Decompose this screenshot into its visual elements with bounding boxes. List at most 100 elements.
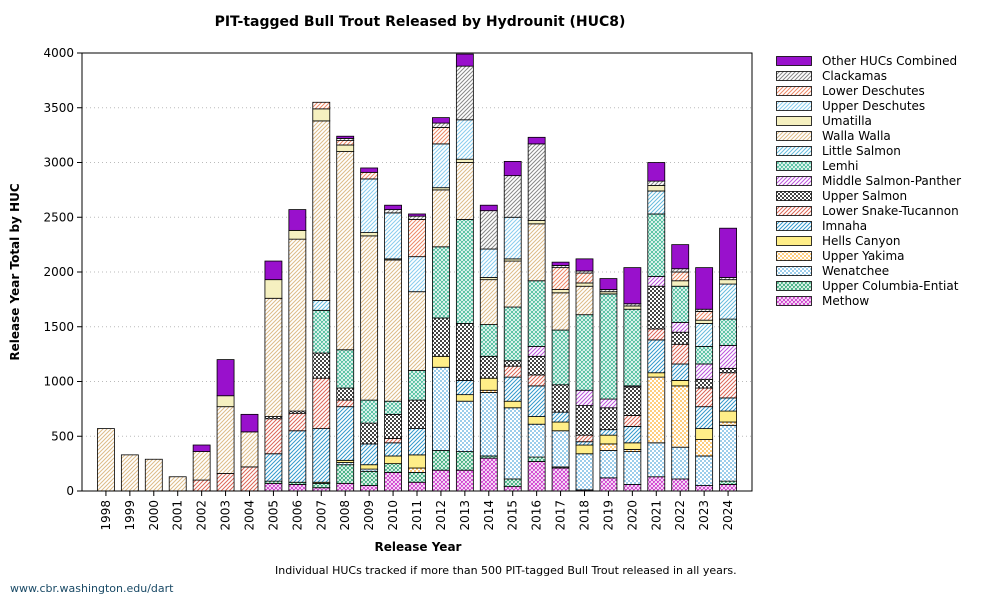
bar-segment bbox=[479, 210, 498, 250]
bar-segment bbox=[455, 158, 474, 163]
bar-segment bbox=[336, 464, 355, 484]
bar-segment bbox=[264, 279, 283, 299]
bar-segment bbox=[384, 463, 402, 473]
bar-segment bbox=[623, 305, 642, 310]
bar-segment bbox=[360, 399, 379, 424]
bar-segment bbox=[264, 453, 283, 482]
bar-segment bbox=[144, 458, 163, 492]
bar-segment bbox=[599, 278, 618, 290]
bar-segment bbox=[240, 466, 259, 492]
bar-segment bbox=[575, 314, 594, 391]
bar-segment bbox=[312, 101, 331, 110]
legend-swatch bbox=[776, 205, 812, 216]
bar-segment bbox=[336, 140, 355, 146]
x-tick-label: 1998 bbox=[99, 500, 113, 531]
bar-segment bbox=[264, 297, 283, 417]
bar-segment bbox=[384, 413, 402, 439]
bar-segment bbox=[336, 387, 355, 401]
bar-segment bbox=[551, 421, 570, 432]
bar-segment bbox=[432, 366, 450, 451]
bar-segment bbox=[216, 473, 235, 492]
x-tick-label: 1999 bbox=[123, 500, 137, 531]
bar-segment bbox=[575, 405, 594, 436]
bar-segment bbox=[408, 481, 426, 492]
x-tick-label: 2002 bbox=[195, 500, 209, 531]
bar-segment bbox=[408, 219, 426, 258]
bar-segment bbox=[575, 453, 594, 491]
bar-segment bbox=[527, 223, 546, 282]
bar-segment bbox=[479, 377, 498, 391]
legend-label: Umatilla bbox=[822, 113, 872, 128]
bar-segment bbox=[360, 167, 379, 173]
bar-segment bbox=[408, 213, 426, 217]
bar-segment bbox=[575, 282, 594, 287]
bar-segment bbox=[432, 127, 450, 145]
legend-label: Middle Salmon-Panther bbox=[822, 173, 962, 188]
x-tick-label: 2017 bbox=[554, 500, 568, 531]
bar-segment bbox=[527, 461, 546, 492]
bar-segment bbox=[623, 425, 642, 444]
legend-item: Middle Salmon-Panther bbox=[776, 173, 961, 188]
legend-label: Upper Deschutes bbox=[822, 98, 926, 113]
legend-item: Other HUCs Combined bbox=[776, 53, 961, 68]
bar-segment bbox=[384, 471, 402, 492]
bar-segment bbox=[288, 238, 307, 412]
bar-segment bbox=[216, 406, 235, 474]
x-tick-label: 2020 bbox=[625, 500, 639, 531]
x-tick-label: 2008 bbox=[338, 500, 352, 531]
bar-segment bbox=[695, 406, 714, 429]
legend-item: Imnaha bbox=[776, 218, 961, 233]
bar-segment bbox=[455, 394, 474, 402]
bar-segment bbox=[575, 444, 594, 455]
bar-segment bbox=[264, 418, 283, 455]
bar-segment bbox=[695, 363, 714, 380]
bar-segment bbox=[551, 289, 570, 294]
legend-item: Clackamas bbox=[776, 68, 961, 83]
legend-swatch bbox=[776, 160, 812, 171]
bar-segment bbox=[647, 185, 666, 192]
x-tick-label: 2018 bbox=[578, 500, 592, 531]
bar-segment bbox=[408, 428, 426, 456]
bar-segment bbox=[432, 450, 450, 471]
bar-segment bbox=[551, 411, 570, 423]
bar-segment bbox=[671, 380, 690, 387]
bar-segment bbox=[647, 190, 666, 215]
bar-segment bbox=[599, 429, 618, 436]
bar-segment bbox=[455, 162, 474, 220]
legend-item: Upper Deschutes bbox=[776, 98, 961, 113]
bar-segment bbox=[527, 143, 546, 221]
legend-swatch bbox=[776, 100, 812, 111]
bar-segment bbox=[336, 144, 355, 152]
bar-segment bbox=[527, 385, 546, 417]
x-tick-label: 2010 bbox=[386, 500, 400, 531]
x-tick-label: 2021 bbox=[649, 500, 663, 531]
bar-segment bbox=[432, 355, 450, 368]
bar-segment bbox=[503, 216, 522, 260]
legend-label: Upper Yakima bbox=[822, 248, 905, 263]
legend-swatch bbox=[776, 295, 812, 306]
x-tick-label: 2006 bbox=[290, 500, 304, 531]
legend-item: Upper Salmon bbox=[776, 188, 961, 203]
bar-segment bbox=[360, 443, 379, 466]
credit-link[interactable]: www.cbr.washington.edu/dart bbox=[10, 582, 174, 595]
y-tick-label: 2000 bbox=[43, 265, 74, 279]
bar-segment bbox=[503, 478, 522, 488]
legend-label: Lemhi bbox=[822, 158, 859, 173]
legend-swatch bbox=[776, 235, 812, 246]
bars bbox=[97, 53, 737, 492]
x-tick-label: 2001 bbox=[171, 500, 185, 531]
bar-segment bbox=[408, 467, 426, 473]
bar-segment bbox=[575, 258, 594, 272]
y-tick-label: 1000 bbox=[43, 375, 74, 389]
bar-segment bbox=[455, 400, 474, 452]
bar-segment bbox=[599, 443, 618, 451]
bar-segment bbox=[671, 446, 690, 480]
y-tick-label: 500 bbox=[51, 429, 74, 443]
bar-segment bbox=[647, 372, 666, 378]
y-axis-label: Release Year Total by HUC bbox=[8, 183, 22, 360]
bar-segment bbox=[671, 363, 690, 381]
bar-segment bbox=[575, 389, 594, 406]
legend-label: Imnaha bbox=[822, 218, 868, 233]
bar-segment bbox=[384, 204, 402, 210]
bar-segment bbox=[503, 486, 522, 492]
